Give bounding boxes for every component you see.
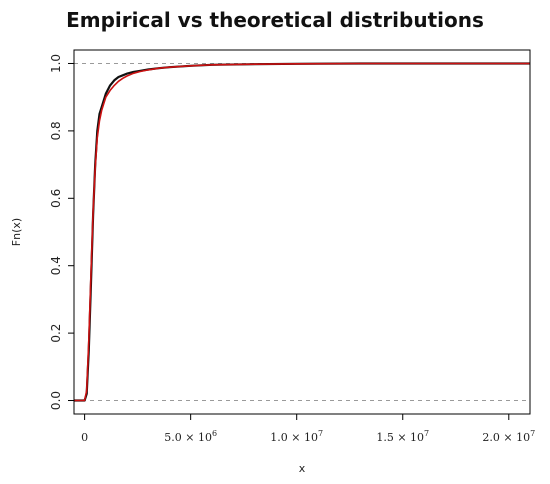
y-axis: 0.0 0.2 0.4 0.6 0.8 1.0 — [49, 54, 74, 410]
y-axis-label: Fn(x) — [10, 218, 23, 246]
chart-title: Empirical vs theoretical distributions — [66, 8, 484, 32]
x-tick-label: 0 — [81, 431, 88, 444]
x-tick-mantissa: 1.0 × 10 — [270, 431, 318, 444]
x-tick-label: 1.0 × 107 — [270, 429, 323, 444]
x-tick-exponent: 7 — [530, 429, 535, 438]
series-line-1 — [74, 62, 530, 402]
series-layer — [74, 62, 530, 402]
y-tick-label: 1.0 — [49, 54, 63, 73]
y-tick-label: 0.0 — [49, 391, 63, 410]
x-tick-mantissa: 1.5 × 10 — [376, 431, 424, 444]
y-tick-label: 0.4 — [49, 256, 63, 275]
x-tick-label: 5.0 × 106 — [164, 429, 217, 444]
x-axis-label: x — [299, 462, 306, 475]
x-tick-mantissa: 2.0 × 10 — [482, 431, 530, 444]
reference-lines — [74, 62, 530, 402]
series-line-0 — [74, 62, 530, 402]
plot-frame — [73, 49, 531, 415]
y-tick-label: 0.6 — [49, 189, 63, 208]
x-tick-exponent: 7 — [424, 429, 429, 438]
x-tick-exponent: 7 — [318, 429, 323, 438]
x-tick-label: 2.0 × 107 — [482, 429, 535, 444]
x-tick-exponent: 6 — [212, 429, 217, 438]
x-tick-mantissa: 5.0 × 10 — [164, 431, 212, 444]
x-tick-mantissa: 0 — [81, 431, 88, 444]
y-tick-label: 0.2 — [49, 324, 63, 343]
x-tick-label: 1.5 × 107 — [376, 429, 429, 444]
x-axis: 0 5.0 × 106 1.0 × 107 1.5 × 107 2.0 × 107 — [81, 414, 535, 444]
y-tick-label: 0.8 — [49, 121, 63, 140]
